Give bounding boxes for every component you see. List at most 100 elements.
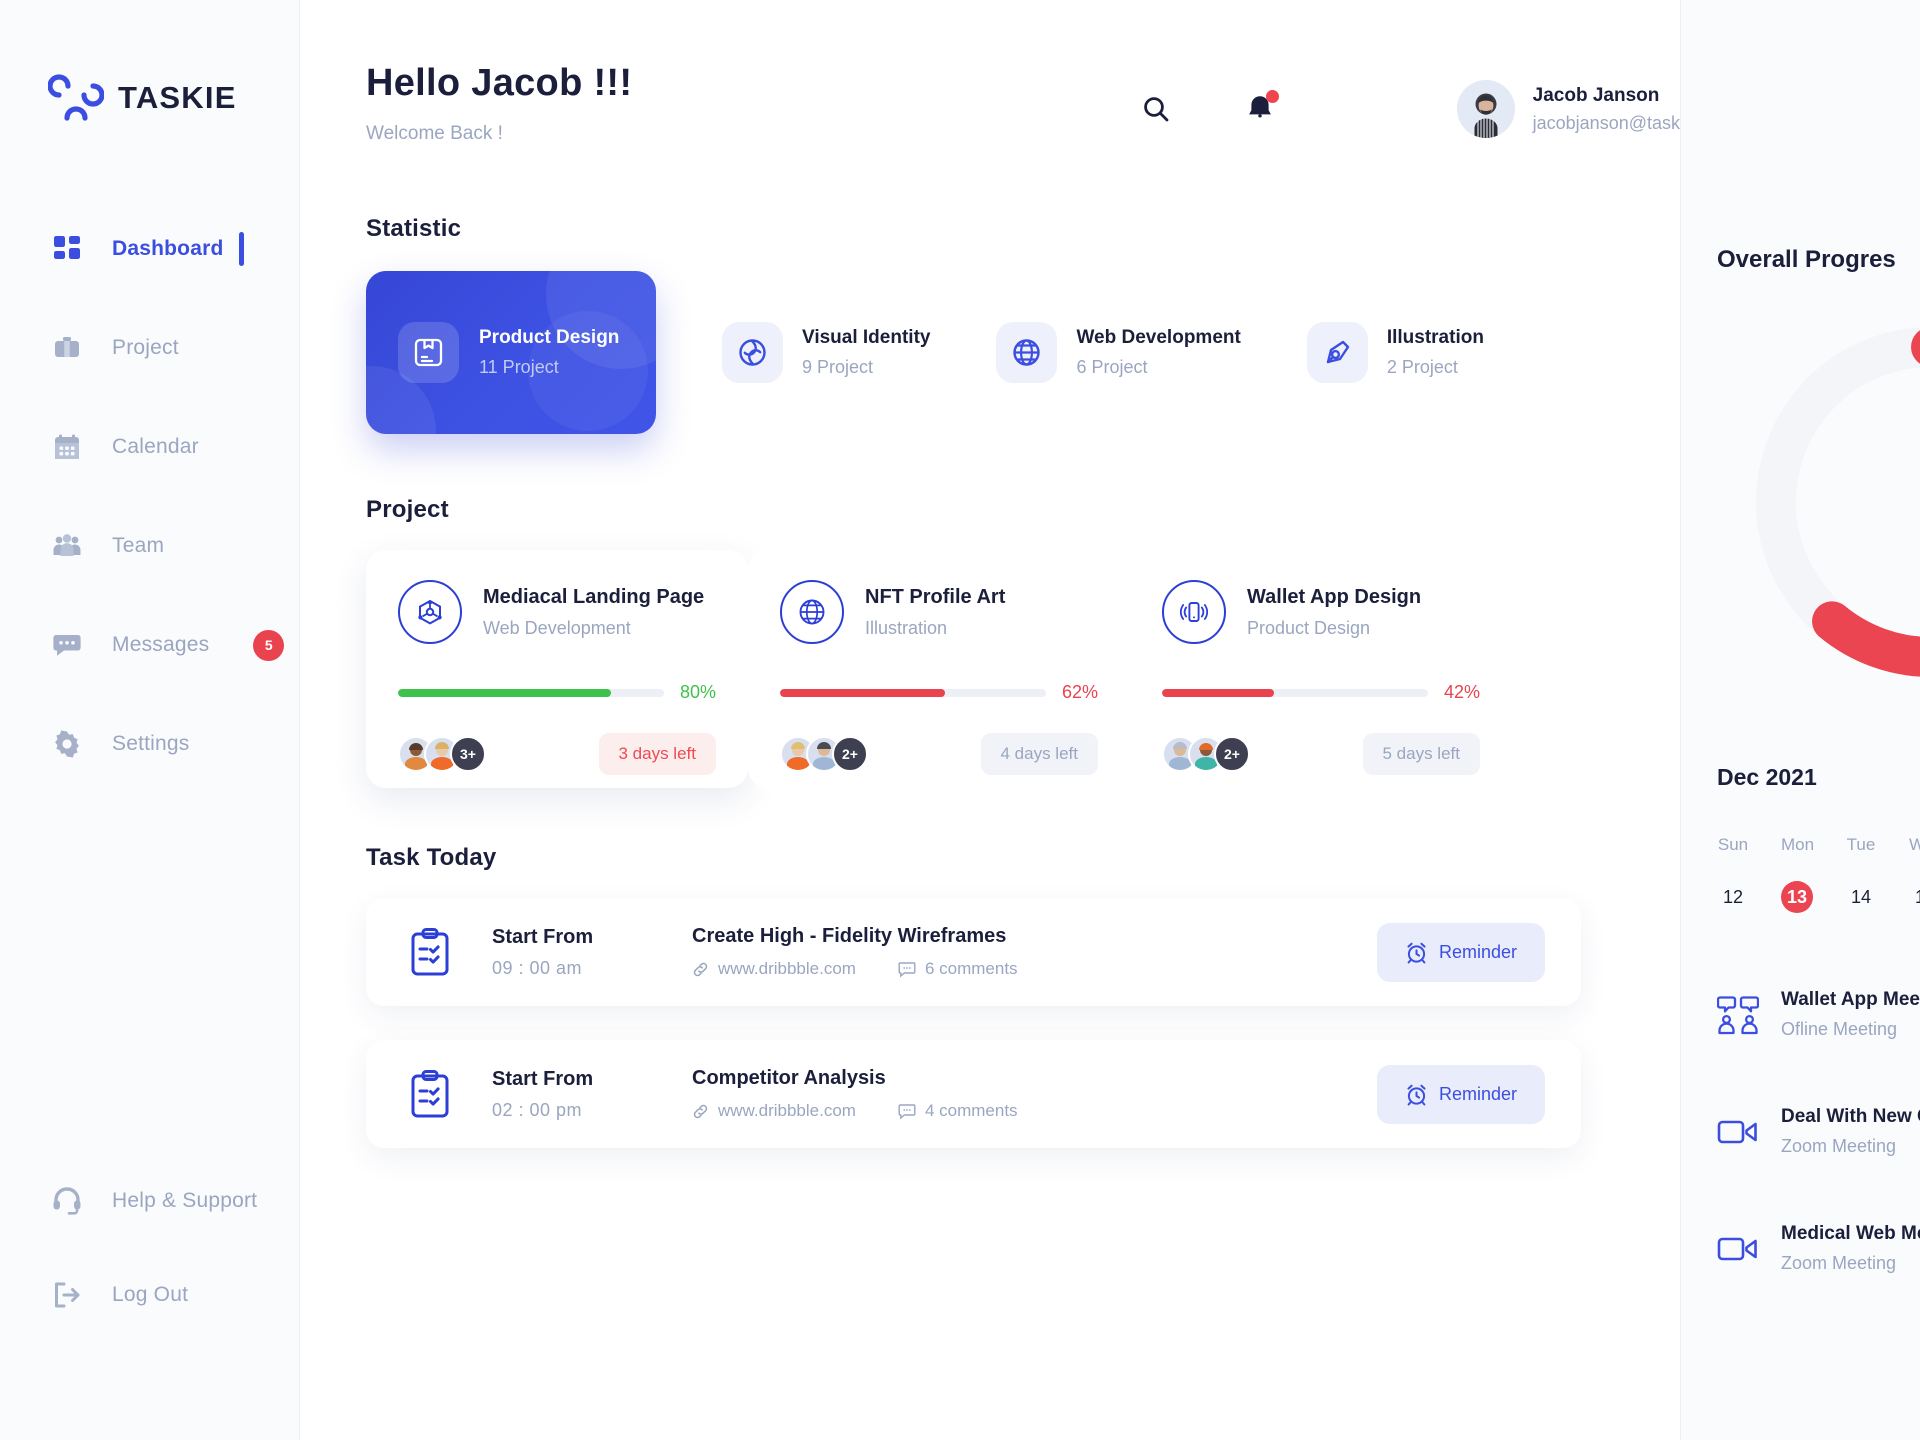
task-details: Competitor Analysis www.dribbble.com xyxy=(692,1067,1377,1121)
reminder-button[interactable]: Reminder xyxy=(1376,922,1545,982)
page-title: Hello Jacob !!! xyxy=(366,62,633,104)
project-card[interactable]: Mediacal Landing Page Web Development 80… xyxy=(366,550,748,788)
calendar-day-mon[interactable]: Mon 13 xyxy=(1781,835,1815,913)
brand-logo[interactable]: TASKIE xyxy=(0,0,299,124)
sidebar-item-dashboard[interactable]: Dashboard xyxy=(0,222,299,276)
calendar-dow-label: Tue xyxy=(1846,835,1876,854)
sidebar-item-label: Help & Support xyxy=(112,1189,258,1212)
project-section: Project xyxy=(366,496,1680,788)
project-due-badge: 4 days left xyxy=(980,733,1098,775)
sidebar-item-log-out[interactable]: Log Out xyxy=(0,1268,299,1322)
statistic-card-visual-identity[interactable]: Visual Identity 9 Project xyxy=(722,322,930,383)
project-card-header: Mediacal Landing Page Web Development xyxy=(398,580,716,644)
project-card[interactable]: Wallet App Design Product Design 42% xyxy=(1130,550,1512,788)
pen-nib-icon xyxy=(1306,322,1368,383)
search-button[interactable] xyxy=(1139,91,1173,127)
meeting-item-new-client[interactable]: Deal With New Client Zoom Meeting xyxy=(1717,1106,1920,1157)
meeting-type: Ofline Meeting xyxy=(1781,1019,1898,1039)
cube-network-icon xyxy=(398,580,462,644)
calendar-day-sun[interactable]: Sun 12 xyxy=(1717,835,1749,913)
reminder-button[interactable]: Reminder xyxy=(1376,1064,1545,1124)
project-card-footer: 3+ 3 days left xyxy=(398,733,716,775)
main-content: Hello Jacob !!! Welcome Back ! xyxy=(300,0,1680,1440)
notifications-button[interactable] xyxy=(1243,90,1279,127)
avatar xyxy=(1456,80,1515,138)
statistic-card-product-design[interactable]: Product Design 11 Project xyxy=(366,271,656,434)
active-indicator xyxy=(239,232,244,266)
task-start-block: Start From 02 : 00 pm xyxy=(492,1068,692,1121)
statistic-title: Statistic xyxy=(366,215,462,242)
calendar-month: Dec 2021 xyxy=(1717,764,1817,790)
calendar-date[interactable]: 15 xyxy=(1909,881,1920,913)
sidebar-item-project[interactable]: Project xyxy=(0,321,299,375)
calendar-date[interactable]: 12 xyxy=(1722,887,1744,907)
mobile-vibrate-icon xyxy=(1162,580,1226,644)
task-start-label: Start From xyxy=(492,925,594,948)
project-members-more: 2+ xyxy=(832,736,868,772)
page-subtitle: Welcome Back ! xyxy=(366,123,503,144)
progress-track xyxy=(398,688,664,697)
calendar-dow-label: Mon xyxy=(1781,835,1815,854)
task-comments-text: 6 comments xyxy=(924,959,1018,978)
reminder-button-label: Reminder xyxy=(1438,941,1517,962)
project-progress: 42% xyxy=(1162,682,1480,703)
project-members-more: 3+ xyxy=(450,736,486,772)
progress-fill xyxy=(1162,688,1274,697)
project-members[interactable]: 2+ xyxy=(1162,736,1250,772)
project-card-titles: Wallet App Design Product Design xyxy=(1247,586,1421,639)
clipboard-check-icon xyxy=(406,927,454,977)
progress-percent: 62% xyxy=(1061,682,1098,702)
statistic-card-web-development[interactable]: Web Development 6 Project xyxy=(996,322,1241,383)
project-card[interactable]: NFT Profile Art Illustration 62% xyxy=(748,550,1130,788)
task-link[interactable]: www.dribbble.com xyxy=(692,959,856,979)
link-icon xyxy=(692,961,709,978)
sidebar-item-help-support[interactable]: Help & Support xyxy=(0,1174,299,1228)
task-comments[interactable]: 6 comments xyxy=(898,959,1018,979)
task-comments-text: 4 comments xyxy=(924,1101,1018,1120)
people-chat-icon xyxy=(1717,995,1759,1035)
sidebar-item-messages[interactable]: Messages 5 xyxy=(0,618,299,672)
statistic-card-text: Illustration 2 Project xyxy=(1387,327,1484,378)
profile-email: jacobjanson@task xyxy=(1532,112,1680,133)
sidebar-item-label: Settings xyxy=(112,732,190,755)
statistic-section: Statistic xyxy=(366,215,1680,434)
sidebar-item-team[interactable]: Team xyxy=(0,519,299,573)
calendar-date-selected[interactable]: 13 xyxy=(1781,881,1813,913)
calendar-day-wed[interactable]: Wed 15 xyxy=(1909,835,1920,913)
project-members[interactable]: 3+ xyxy=(398,736,486,772)
project-members[interactable]: 2+ xyxy=(780,736,868,772)
task-row[interactable]: Start From 09 : 00 am Create High - Fide… xyxy=(366,898,1581,1006)
sidebar-item-label: Team xyxy=(112,534,165,557)
task-row[interactable]: Start From 02 : 00 pm Competitor Analysi… xyxy=(366,1040,1581,1148)
statistic-cards: Product Design 11 Project xyxy=(366,271,1680,434)
task-start-time: 09 : 00 am xyxy=(492,957,583,978)
taskie-arcs-logo-icon xyxy=(48,72,104,124)
search-icon xyxy=(1141,94,1171,124)
meeting-item-wallet-app[interactable]: Wallet App Meeting Ofline Meeting xyxy=(1717,989,1920,1040)
project-title: Project xyxy=(366,496,449,523)
task-today-title: Task Today xyxy=(366,844,497,871)
project-progress: 62% xyxy=(780,682,1098,703)
task-start-time: 02 : 00 pm xyxy=(492,1099,583,1120)
sidebar-item-settings[interactable]: Settings xyxy=(0,717,299,771)
calendar-date[interactable]: 14 xyxy=(1850,887,1872,907)
project-name: Wallet App Design xyxy=(1247,585,1422,608)
statistic-card-illustration[interactable]: Illustration 2 Project xyxy=(1306,322,1484,383)
statistic-card-name: Web Development xyxy=(1076,327,1241,348)
task-link-text: www.dribbble.com xyxy=(718,1101,856,1120)
user-profile[interactable]: Jacob Janson jacobjanson@task xyxy=(1456,80,1680,138)
meeting-name: Medical Web Meeting xyxy=(1781,1223,1920,1244)
meeting-type: Zoom Meeting xyxy=(1781,1136,1897,1156)
alarm-clock-icon xyxy=(1405,941,1428,964)
reminder-button-label: Reminder xyxy=(1438,1083,1517,1104)
avatar xyxy=(398,736,434,772)
task-comments[interactable]: 4 comments xyxy=(898,1101,1018,1121)
meeting-item-medical-web[interactable]: Medical Web Meeting Zoom Meeting xyxy=(1717,1223,1920,1274)
link-icon xyxy=(692,1103,709,1120)
task-link-text: www.dribbble.com xyxy=(718,959,856,978)
calendar-day-tue[interactable]: Tue 14 xyxy=(1845,835,1877,913)
task-link[interactable]: www.dribbble.com xyxy=(692,1101,856,1121)
avatar xyxy=(424,736,460,772)
sidebar-item-calendar[interactable]: Calendar xyxy=(0,420,299,474)
task-start-label: Start From xyxy=(492,1067,594,1090)
